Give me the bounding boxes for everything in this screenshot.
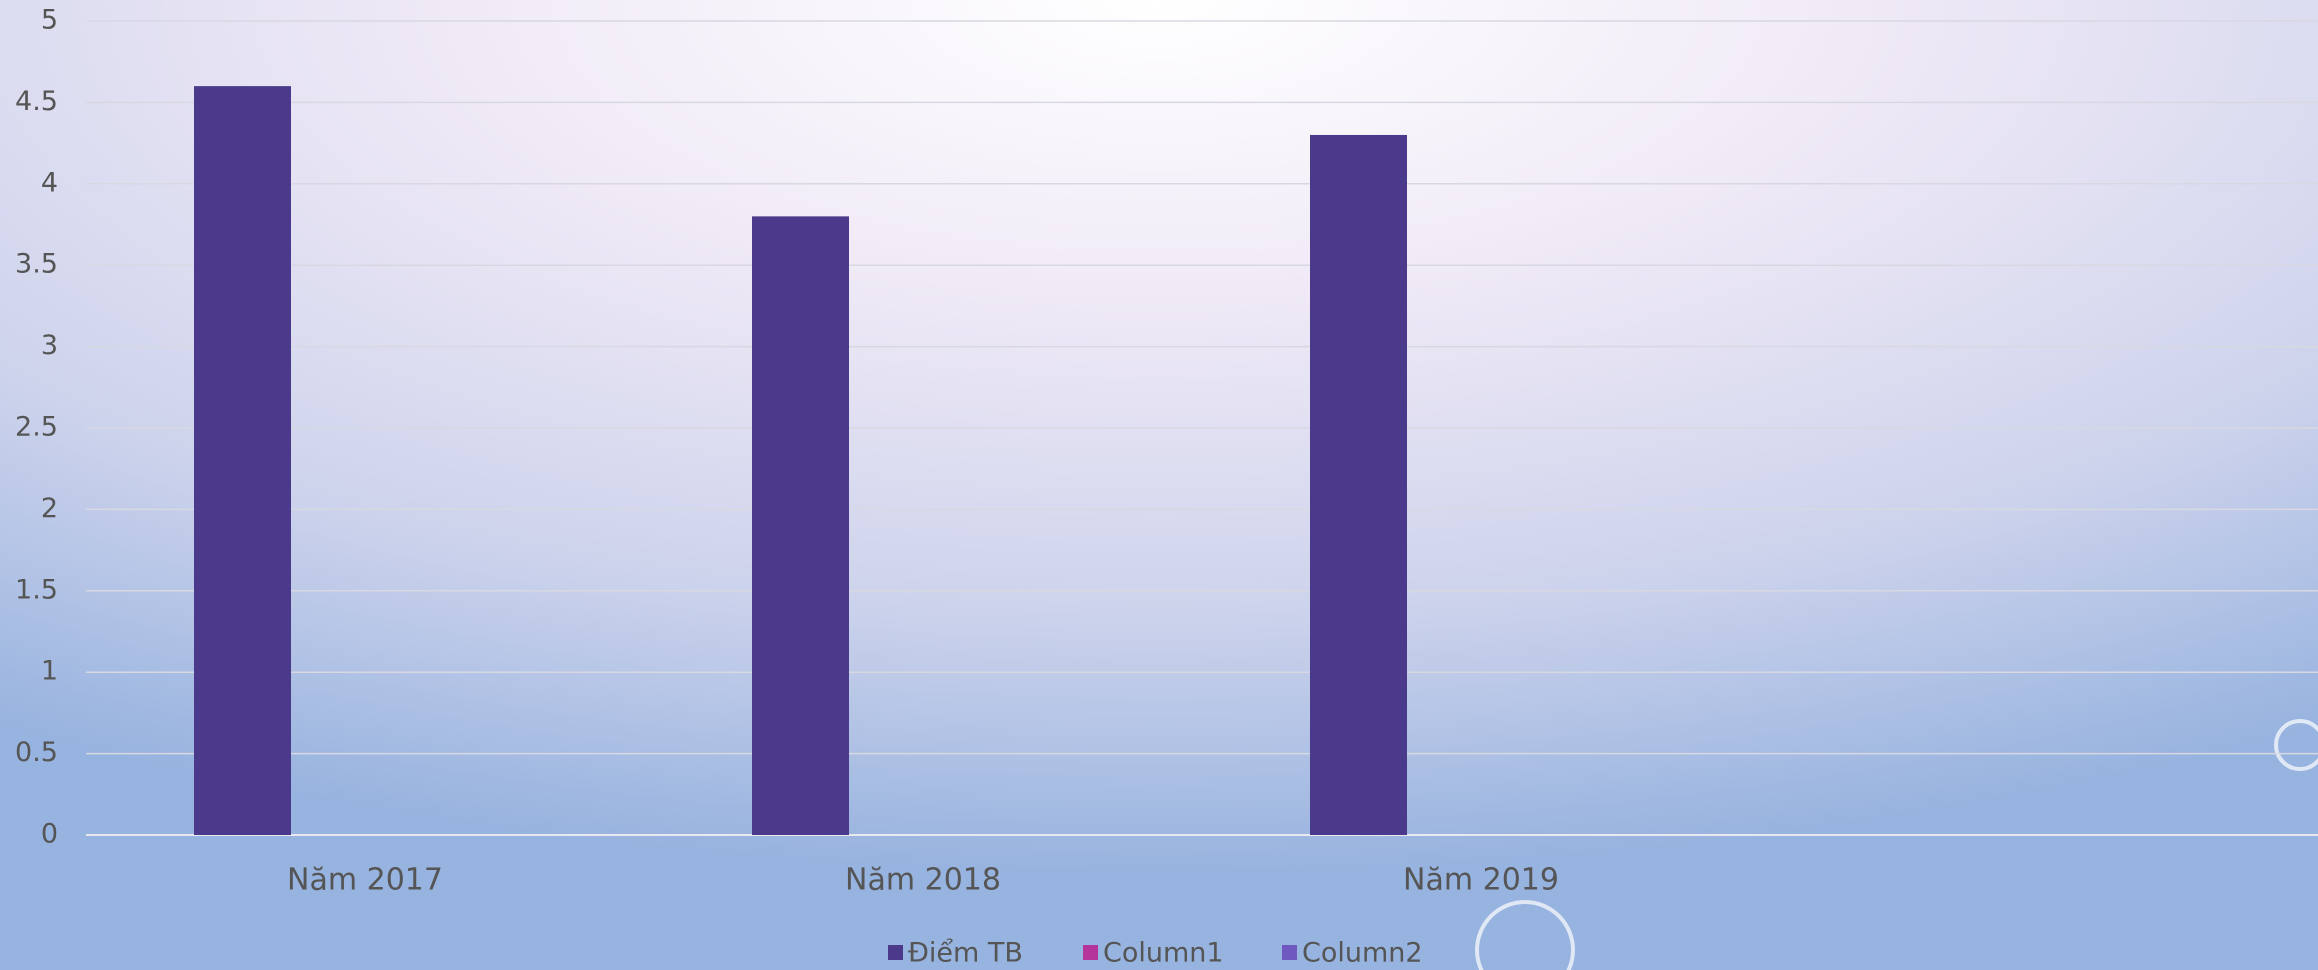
background (0, 0, 2318, 970)
y-tick-label: 3.5 (15, 249, 58, 280)
y-tick-label: 0.5 (15, 737, 58, 768)
legend-label: Điểm TB (908, 938, 1023, 969)
bar (194, 86, 291, 835)
y-tick-label: 1 (41, 656, 58, 687)
x-tick-label: Năm 2017 (287, 863, 443, 898)
page: 0 0.5 1 1.5 2 2.5 3 3.5 4 4.5 5 Năm 2017 Năm 2018 Năm… (0, 0, 2318, 970)
legend-marker (888, 945, 903, 960)
chart: 0 0.5 1 1.5 2 2.5 3 3.5 4 4.5 5 Năm 2017 Năm 2018 Năm… (0, 0, 2318, 970)
y-tick-label: 5 (41, 5, 58, 36)
x-tick-label: Năm 2018 (845, 863, 1001, 898)
y-tick-label: 0 (41, 819, 58, 850)
bar (752, 216, 849, 835)
x-tick-label: Năm 2019 (1403, 863, 1559, 898)
legend-marker (1083, 945, 1098, 960)
y-tick-label: 3 (41, 330, 58, 361)
legend-marker (1282, 945, 1297, 960)
y-tick-label: 1.5 (15, 574, 58, 605)
y-tick-label: 4 (41, 167, 58, 198)
y-tick-label: 2 (41, 493, 58, 524)
y-tick-label: 4.5 (15, 86, 58, 117)
legend-label: Column1 (1103, 938, 1224, 969)
legend-label: Column2 (1302, 938, 1423, 969)
bar (1310, 135, 1407, 835)
y-tick-label: 2.5 (15, 412, 58, 443)
